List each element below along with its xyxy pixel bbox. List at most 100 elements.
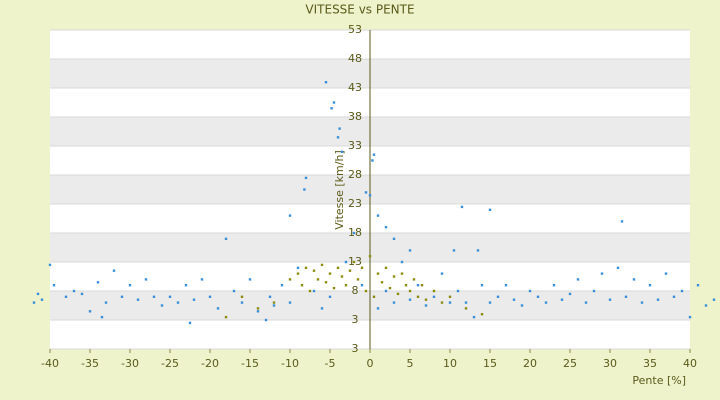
- point: [288, 278, 292, 281]
- point: [536, 295, 540, 298]
- point: [472, 315, 476, 319]
- point: [288, 301, 292, 304]
- point: [392, 237, 396, 240]
- point: [648, 284, 652, 287]
- point: [100, 315, 104, 319]
- point: [324, 81, 328, 84]
- x-tick-label: -20: [201, 357, 219, 370]
- point: [488, 208, 492, 211]
- point: [320, 263, 324, 267]
- point: [216, 307, 220, 310]
- point: [40, 298, 44, 301]
- y-tick-label: 33: [348, 139, 362, 152]
- point: [388, 286, 392, 290]
- point: [324, 281, 328, 284]
- point: [340, 150, 344, 153]
- y-tick-label: 48: [348, 52, 362, 65]
- point: [464, 301, 468, 304]
- point: [528, 289, 532, 293]
- point: [544, 301, 548, 304]
- point: [188, 321, 192, 325]
- point: [552, 284, 556, 287]
- point: [360, 284, 364, 287]
- point: [348, 269, 352, 272]
- point: [296, 272, 300, 275]
- point: [330, 107, 333, 110]
- x-tick-label: -15: [241, 357, 259, 370]
- point: [424, 298, 428, 301]
- point: [104, 301, 108, 304]
- y-tick-label: 43: [348, 81, 362, 94]
- point: [672, 295, 676, 298]
- y-tick-label: 8: [352, 284, 359, 297]
- chart-title: VITESSE vs PENTE: [305, 3, 414, 17]
- point: [312, 269, 316, 272]
- point: [416, 284, 420, 287]
- point: [338, 127, 341, 130]
- point: [376, 214, 380, 217]
- point: [328, 272, 332, 275]
- point: [352, 260, 356, 264]
- point: [256, 307, 260, 310]
- point: [704, 304, 708, 307]
- point: [336, 266, 340, 269]
- x-tick-label: 5: [407, 357, 414, 370]
- point: [640, 301, 644, 304]
- point: [448, 301, 452, 304]
- point: [332, 101, 336, 104]
- point: [376, 307, 380, 310]
- point: [248, 278, 252, 281]
- point: [696, 284, 700, 287]
- x-tick-label: 40: [683, 357, 697, 370]
- point: [488, 301, 492, 304]
- point: [184, 284, 188, 287]
- point: [712, 298, 716, 301]
- point: [72, 289, 76, 293]
- point: [304, 266, 308, 269]
- point: [144, 278, 148, 281]
- y-tick-label: 3: [352, 313, 359, 326]
- point: [480, 313, 484, 316]
- point: [404, 284, 408, 287]
- x-tick-label: 10: [443, 357, 457, 370]
- point: [664, 272, 668, 275]
- point: [424, 304, 428, 307]
- point: [48, 263, 52, 267]
- point: [384, 289, 388, 293]
- x-tick-label: 35: [643, 357, 657, 370]
- point: [240, 301, 244, 304]
- x-tick-label: -25: [161, 357, 179, 370]
- point: [464, 307, 468, 310]
- y-tick-label: 3: [352, 342, 359, 355]
- point: [504, 284, 508, 287]
- point: [64, 295, 68, 298]
- point: [256, 310, 260, 313]
- point: [316, 278, 320, 281]
- point: [288, 214, 292, 217]
- point: [584, 301, 588, 304]
- point: [336, 136, 340, 139]
- point: [600, 272, 604, 275]
- point: [440, 272, 444, 275]
- point: [280, 284, 284, 287]
- point: [320, 307, 324, 310]
- x-tick-label: 25: [563, 357, 577, 370]
- point: [512, 298, 516, 301]
- point: [408, 289, 412, 293]
- point: [416, 295, 420, 298]
- point: [520, 304, 524, 307]
- point: [432, 289, 436, 293]
- point: [168, 295, 172, 298]
- point: [384, 266, 388, 269]
- point: [560, 298, 564, 301]
- point: [312, 289, 316, 293]
- x-tick-label: -10: [281, 357, 299, 370]
- point: [296, 266, 300, 269]
- point: [332, 286, 336, 290]
- point: [128, 284, 132, 287]
- y-axis-title: Vitesse [km/h]: [333, 150, 346, 230]
- point: [136, 298, 140, 301]
- point: [272, 301, 276, 304]
- point: [112, 269, 116, 272]
